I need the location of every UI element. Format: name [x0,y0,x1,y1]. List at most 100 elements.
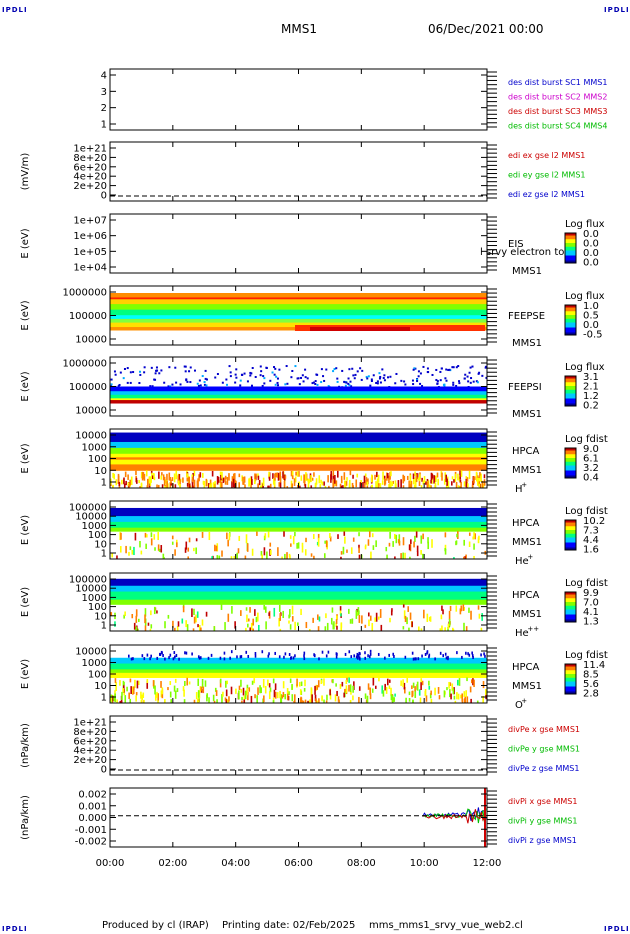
ytick-label: 1e+04 [73,263,107,274]
ytick-label: 100000 [69,382,107,393]
ytick-label: 10 [94,611,107,622]
colorbar-feepse [564,304,577,336]
colorbar-tick: 0.5 [583,311,599,322]
legend-divpi-1: divPi y gse MMS1 [508,817,577,826]
spacecraft-label: MMS1 [512,266,542,277]
ytick-label: 10000 [75,335,107,346]
spectrogram-hpca-h [110,432,487,488]
ytick-label: 2 [101,103,107,114]
colorbar-tick: 11.4 [583,660,605,671]
ytick-label: 1e+07 [73,216,107,227]
xtick-label: 10:00 [410,858,439,869]
colorbar-tick: 1.2 [583,391,599,402]
ytick-label: 1000 [82,593,107,604]
footer-print-date: Printing date: 02/Feb/2025 [222,920,356,931]
ytick-label: 1000 [82,521,107,532]
legend-edi-2: edi ez gse l2 MMS1 [508,190,585,199]
xtick-label: 08:00 [347,858,376,869]
spectrogram-divpi [422,788,487,847]
legend-divpi-0: divPi x gse MMS1 [508,797,577,806]
instrument-label: FEEPSE [508,311,545,322]
colorbar-tick: 8.5 [583,670,599,681]
ytick-label: 1000 [82,442,107,453]
colorbar-tick: 0.4 [583,473,599,484]
ytick-label: 100000 [69,503,107,514]
ytick-label: 10000 [75,584,107,595]
panel-des-dist: 4 3 2 1 des dist burst SC1 MMS1 des dist burs… [101,68,607,131]
ylabel-divpe: (nPa/km) [20,723,31,768]
ytick-label: 1 [101,549,107,560]
colorbar-tick: 3.1 [583,372,599,383]
instrument-label: HPCA [512,518,540,529]
footer-producer: Produced by cl (IRAP) [102,920,209,931]
species-label: O [515,700,523,711]
panel-feepsi: 1000000 100000 10000 E (eV) FEEPSI MMS1 Log fl… [20,356,605,420]
ytick-label: 100 [88,670,107,681]
ytick-label: 0.002 [78,790,107,801]
ytick-label: 10000 [75,431,107,442]
ytick-label: 100000 [69,575,107,586]
corner-label-bl: IPDLI [2,925,28,933]
xtick-label: 02:00 [158,858,187,869]
spacecraft-label: MMS1 [512,338,542,349]
ytick-label: 1 [101,621,107,632]
ylabel-hpca-h: E (eV) [20,443,31,473]
legend-divpi-2: divPi z gse MMS1 [508,836,577,845]
spacecraft-label: MMS1 [512,537,542,548]
legend-divpe-0: divPe x gse MMS1 [508,725,580,734]
colorbar-tick: 9.0 [583,444,599,455]
ytick-label: 3 [101,87,107,98]
ytick-label: 2e+20 [73,181,107,192]
spacecraft-label: MMS1 [512,465,542,476]
spectrogram-hpca-o [110,649,487,703]
instrument-label: HPCA [512,446,540,457]
corner-label-tl: IPDLI [2,6,28,14]
ytick-label: 10000 [75,406,107,417]
colorbar-title: Log flux [565,219,605,230]
ylabel-divpi: (nPa/km) [20,795,31,840]
frame-eis [109,213,488,274]
colorbar-tick: 0.0 [583,248,599,259]
colorbar-tick: 0.2 [583,401,599,412]
frame-divpe [109,715,488,776]
ytick-label: 1 [101,120,107,131]
ytick-label: -0.001 [75,825,107,836]
colorbar-title: Log flux [565,291,605,302]
xtick-label: 06:00 [284,858,313,869]
ytick-label: 0 [101,765,107,776]
ytick-label: 0.000 [78,813,107,824]
ytick-label: 2e+20 [73,755,107,766]
colorbar-tick: 10.2 [583,516,605,527]
ytick-label: 100000 [69,311,107,322]
legend-des-dist-2: des dist burst SC3 MMS3 [508,107,607,116]
ytick-label: 10 [94,539,107,550]
spectrogram-hpca-he2 [110,578,487,631]
ytick-label: 6e+20 [73,162,107,173]
header-spacecraft: MMS1 [281,22,317,36]
ytick-label: 10 [94,681,107,692]
panel-feepse: 1000000 100000 10000 E (eV) FEEPSE MMS1 Log fl… [20,285,605,349]
colorbar-tick: 0.0 [583,258,599,269]
colorbar-tick: 7.3 [583,526,599,537]
ytick-label: 4e+20 [73,172,107,183]
header-datetime: 06/Dec/2021 00:00 [428,22,544,36]
colorbar-title: Log fdist [565,506,608,517]
ytick-label: 6e+20 [73,736,107,747]
overlay-label: l srvy electron to [480,247,564,258]
instrument-label: HPCA [512,590,540,601]
colorbar-tick: 2.8 [583,689,599,700]
species-label: He [515,628,529,639]
colorbar-tick: 3.2 [583,463,599,474]
colorbar-hpca-h [564,447,577,479]
footer-filename: mms_mms1_srvy_vue_web2.cl [369,920,523,931]
frame-edi [109,141,488,202]
frame-des-dist [109,68,488,131]
colorbar-tick: 0.0 [583,229,599,240]
ytick-label: 100 [88,602,107,613]
spacecraft-label: MMS1 [512,409,542,420]
colorbar-hpca-he [564,519,577,551]
